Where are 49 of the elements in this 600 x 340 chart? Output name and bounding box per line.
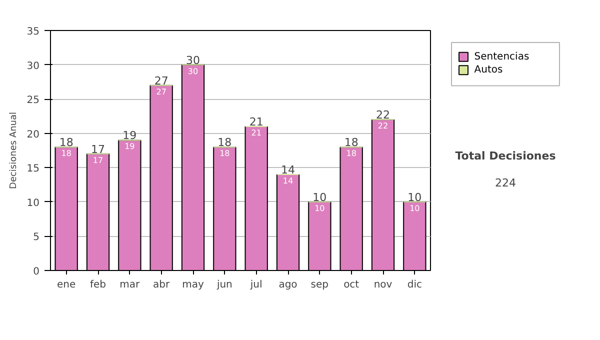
y-tick-label: 0 xyxy=(33,266,40,278)
y-tick-label: 20 xyxy=(26,129,40,140)
x-tick-label: oct xyxy=(344,280,360,290)
y-tick-label: 15 xyxy=(26,164,40,175)
data-label: 18 xyxy=(220,149,230,158)
x-tick-label: nov xyxy=(374,280,392,290)
data-label: 30 xyxy=(188,66,198,76)
x-tick-label: feb xyxy=(90,280,106,290)
y-axis-title: Decisiones Anual xyxy=(8,112,19,189)
total-label: 18 xyxy=(344,136,358,150)
total-label: 17 xyxy=(91,142,105,156)
x-tick-label: ene xyxy=(57,280,76,290)
total-label: 30 xyxy=(186,54,200,67)
total-label: 18 xyxy=(59,136,74,150)
data-label: 14 xyxy=(282,176,294,186)
data-label: 27 xyxy=(156,87,166,96)
x-tick-label: ago xyxy=(278,280,298,290)
y-tick-label: 30 xyxy=(26,60,40,72)
data-label: 10 xyxy=(410,204,420,213)
text: 224 xyxy=(495,176,516,190)
total-label: 18 xyxy=(218,136,232,150)
total-label: 22 xyxy=(376,108,390,122)
x-tick-label: mar xyxy=(120,280,141,290)
data-label: 18 xyxy=(61,149,72,158)
x-tick-label: sep xyxy=(310,280,329,290)
total-label: 10 xyxy=(312,190,327,204)
y-tick-label: 25 xyxy=(26,95,40,106)
y-tick-label: 5 xyxy=(33,232,40,244)
x-tick-label: jun xyxy=(216,280,232,290)
data-label: 19 xyxy=(124,142,135,152)
data-label: 18 xyxy=(346,149,356,158)
total-label: 27 xyxy=(154,74,168,88)
data-label: 21 xyxy=(251,128,262,138)
legend-label: Sentencias xyxy=(474,51,530,62)
total-label: 10 xyxy=(408,190,422,204)
total-label: 14 xyxy=(281,164,295,176)
x-tick-label: abr xyxy=(153,280,171,290)
y-tick-label: 35 xyxy=(26,26,40,38)
data-label: 10 xyxy=(314,204,325,213)
total-label: 19 xyxy=(122,129,137,142)
data-label: 22 xyxy=(378,122,388,131)
text: Total Decisiones xyxy=(455,150,556,162)
x-tick-label: may xyxy=(182,280,204,290)
total-label: 21 xyxy=(249,116,264,128)
y-tick-label: 10 xyxy=(26,198,40,209)
data-label: 17 xyxy=(92,156,104,165)
x-tick-label: dic xyxy=(407,280,422,290)
legend-label: Autos xyxy=(474,64,503,76)
x-tick-label: jul xyxy=(249,280,262,290)
